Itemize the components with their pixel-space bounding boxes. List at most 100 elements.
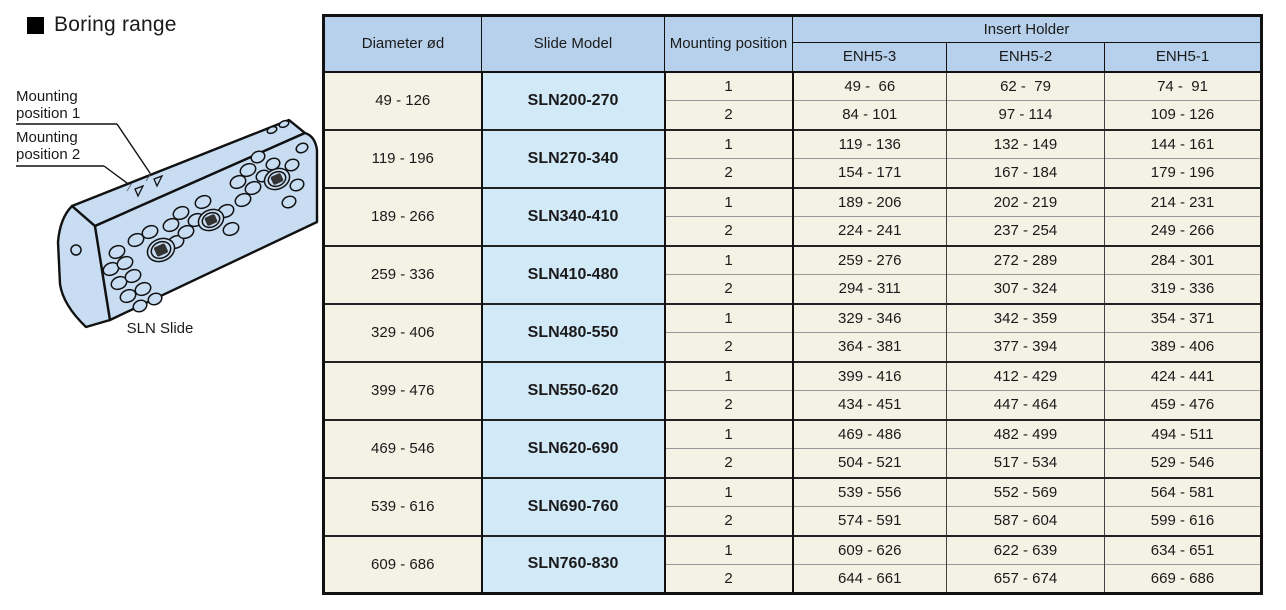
insert-holder-range-cell-enh5-1: 319 - 336 bbox=[1104, 274, 1262, 304]
end-face-hole bbox=[70, 244, 82, 256]
table-row: 49 - 126 SLN200-270 1 49 - 66 62 - 79 74 - 91 bbox=[323, 70, 1262, 130]
mounting-position-cell: 2 bbox=[664, 158, 794, 188]
insert-holder-range-cell-enh5-2: 307 - 324 bbox=[946, 274, 1105, 304]
table-row: 2 294 - 311 307 - 324 319 - 336 bbox=[324, 274, 1262, 304]
mounting-position-cell: 2 bbox=[664, 100, 794, 130]
table-row: 2 364 - 381 377 - 394 389 - 406 bbox=[324, 332, 1262, 362]
figure-caption: SLN Slide bbox=[126, 320, 194, 337]
insert-holder-range-cell-enh5-1: 354 - 371 bbox=[1104, 302, 1262, 333]
mounting-position-cell: 2 bbox=[664, 216, 794, 246]
insert-holder-range-cell-enh5-3: 504 - 521 bbox=[792, 448, 947, 478]
engraving-mark-2 bbox=[126, 182, 133, 192]
slide-model-cell: SLN480-550 bbox=[480, 302, 666, 362]
insert-holder-range-cell-enh5-3: 574 - 591 bbox=[792, 506, 947, 536]
insert-holder-range-cell-enh5-2: 412 - 429 bbox=[946, 360, 1105, 391]
mounting-position-cell: 1 bbox=[664, 302, 794, 333]
mounting-position-cell: 1 bbox=[664, 418, 794, 449]
header-slide-model: Slide Model bbox=[481, 15, 665, 73]
engraving-mark-1 bbox=[145, 172, 152, 182]
bore-holes bbox=[70, 119, 309, 313]
diameter-cell: 259 - 336 bbox=[323, 244, 482, 304]
header-insert-holder: Insert Holder bbox=[792, 15, 1262, 43]
insert-holder-range-cell-enh5-1: 494 - 511 bbox=[1104, 418, 1262, 449]
mounting-position-cell: 2 bbox=[664, 564, 794, 594]
slide-model-cell: SLN270-340 bbox=[480, 128, 666, 188]
diameter-cell: 119 - 196 bbox=[323, 128, 482, 188]
insert-holder-range-cell-enh5-2: 342 - 359 bbox=[946, 302, 1105, 333]
table-row: 329 - 406 SLN480-550 1 329 - 346 342 - 359 35… bbox=[323, 302, 1262, 362]
insert-holder-range-cell-enh5-3: 49 - 66 bbox=[792, 70, 947, 101]
table-row: 2 224 - 241 237 - 254 249 - 266 bbox=[324, 216, 1262, 246]
insert-holder-range-cell-enh5-2: 482 - 499 bbox=[946, 418, 1105, 449]
insert-holder-range-cell-enh5-2: 552 - 569 bbox=[946, 476, 1105, 507]
insert-holder-range-cell-enh5-1: 74 - 91 bbox=[1104, 70, 1262, 101]
insert-holder-range-cell-enh5-2: 97 - 114 bbox=[946, 100, 1105, 130]
table-row: 469 - 546 SLN620-690 1 469 - 486 482 - 499 49… bbox=[323, 418, 1262, 478]
insert-holder-range-cell-enh5-3: 609 - 626 bbox=[792, 534, 947, 565]
diameter-cell: 329 - 406 bbox=[323, 302, 482, 362]
mounting-position-cell: 1 bbox=[664, 476, 794, 507]
insert-holder-range-cell-enh5-3: 119 - 136 bbox=[792, 128, 947, 159]
big-bore-2 bbox=[197, 208, 225, 232]
mounting-position-2-label: Mounting position 2 bbox=[16, 129, 81, 163]
insert-holder-range-cell-enh5-3: 434 - 451 bbox=[792, 390, 947, 420]
mounting-position-cell: 2 bbox=[664, 332, 794, 362]
header-enh5-2: ENH5-2 bbox=[946, 42, 1105, 73]
diameter-cell: 609 - 686 bbox=[323, 534, 482, 594]
table-row: 2 84 - 101 97 - 114 109 - 126 bbox=[324, 100, 1262, 130]
header-enh5-1: ENH5-1 bbox=[1104, 42, 1262, 73]
slide-model-cell: SLN550-620 bbox=[480, 360, 666, 420]
slide-model-cell: SLN690-760 bbox=[480, 476, 666, 536]
table-row: 2 434 - 451 447 - 464 459 - 476 bbox=[324, 390, 1262, 420]
insert-holder-range-cell-enh5-2: 517 - 534 bbox=[946, 448, 1105, 478]
diameter-cell: 189 - 266 bbox=[323, 186, 482, 246]
sln-slide-illustration bbox=[16, 118, 319, 329]
mounting-marker-2 bbox=[134, 184, 145, 198]
mounting-position-cell: 2 bbox=[664, 506, 794, 536]
diameter-cell: 399 - 476 bbox=[323, 360, 482, 420]
insert-holder-range-cell-enh5-1: 389 - 406 bbox=[1104, 332, 1262, 362]
leader-line-1 bbox=[116, 123, 155, 180]
insert-holder-range-cell-enh5-3: 329 - 346 bbox=[792, 302, 947, 333]
insert-holder-range-cell-enh5-2: 377 - 394 bbox=[946, 332, 1105, 362]
boring-table-body: 49 - 126 SLN200-270 1 49 - 66 62 - 79 74 - 91… bbox=[323, 70, 1262, 594]
boring-range-table: Diameter ød Slide Model Mounting positio… bbox=[322, 14, 1263, 595]
insert-holder-range-cell-enh5-1: 564 - 581 bbox=[1104, 476, 1262, 507]
insert-holder-range-cell-enh5-1: 424 - 441 bbox=[1104, 360, 1262, 391]
insert-holder-range-cell-enh5-2: 202 - 219 bbox=[946, 186, 1105, 217]
slide-block bbox=[56, 118, 319, 329]
page-title: Boring range bbox=[54, 13, 177, 36]
insert-holder-range-cell-enh5-3: 539 - 556 bbox=[792, 476, 947, 507]
table-header: Diameter ød Slide Model Mounting positio… bbox=[323, 15, 1262, 73]
mounting-position-cell: 1 bbox=[664, 244, 794, 275]
insert-holder-range-cell-enh5-1: 459 - 476 bbox=[1104, 390, 1262, 420]
mounting-position-cell: 1 bbox=[664, 360, 794, 391]
insert-holder-range-cell-enh5-2: 132 - 149 bbox=[946, 128, 1105, 159]
slide-model-cell: SLN620-690 bbox=[480, 418, 666, 478]
section-title: Boring range bbox=[27, 13, 177, 37]
mounting-position-cell: 1 bbox=[664, 186, 794, 217]
mounting-position-cell: 1 bbox=[664, 128, 794, 159]
insert-holder-range-cell-enh5-3: 399 - 416 bbox=[792, 360, 947, 391]
leader-lines bbox=[16, 123, 155, 190]
header-enh5-3: ENH5-3 bbox=[792, 42, 947, 73]
insert-holder-range-cell-enh5-1: 634 - 651 bbox=[1104, 534, 1262, 565]
mounting-position-cell: 2 bbox=[664, 448, 794, 478]
insert-holder-range-cell-enh5-1: 669 - 686 bbox=[1104, 564, 1262, 594]
mounting-position-1-label: Mounting position 1 bbox=[16, 88, 81, 122]
big-bore-3 bbox=[263, 167, 291, 191]
insert-holder-range-cell-enh5-1: 284 - 301 bbox=[1104, 244, 1262, 275]
mounting-position-cell: 2 bbox=[664, 274, 794, 304]
table-row: 539 - 616 SLN690-760 1 539 - 556 552 - 569 56… bbox=[323, 476, 1262, 536]
diameter-cell: 49 - 126 bbox=[323, 70, 482, 130]
insert-holder-range-cell-enh5-3: 259 - 276 bbox=[792, 244, 947, 275]
slide-model-cell: SLN760-830 bbox=[480, 534, 666, 594]
insert-holder-range-cell-enh5-3: 469 - 486 bbox=[792, 418, 947, 449]
mounting-position-cell: 1 bbox=[664, 70, 794, 101]
table-row: 609 - 686 SLN760-830 1 609 - 626 622 - 639 63… bbox=[323, 534, 1262, 594]
table-row: 399 - 476 SLN550-620 1 399 - 416 412 - 429 42… bbox=[323, 360, 1262, 420]
big-bore-1 bbox=[146, 237, 176, 263]
diameter-cell: 469 - 546 bbox=[323, 418, 482, 478]
slide-model-cell: SLN200-270 bbox=[480, 70, 666, 130]
